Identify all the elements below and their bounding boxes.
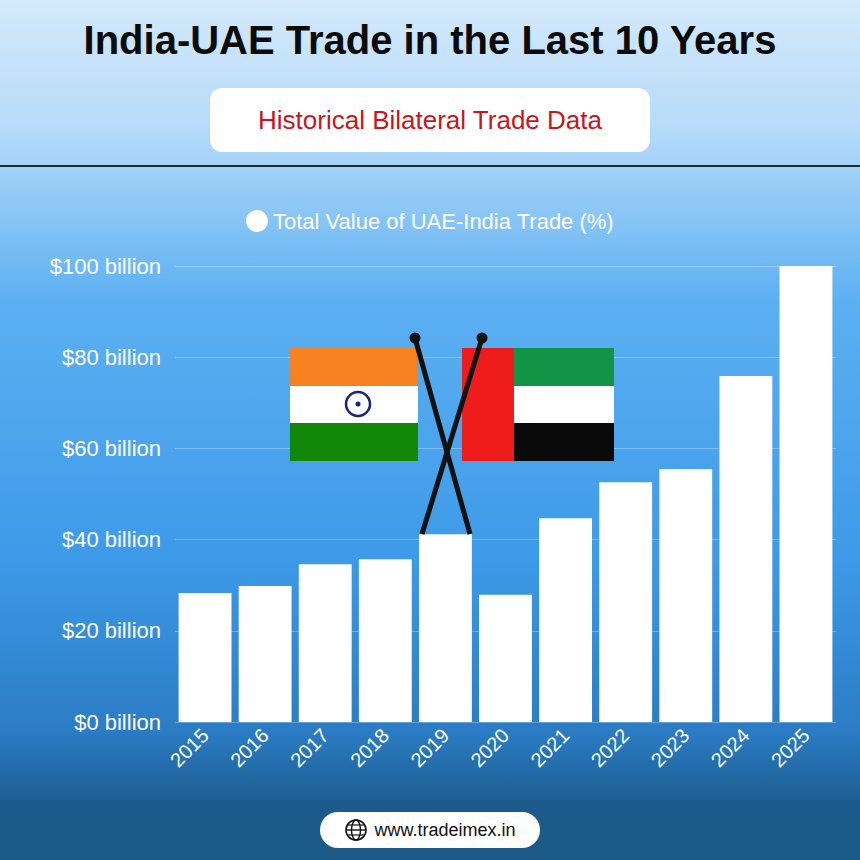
svg-text:2019: 2019 xyxy=(406,724,453,771)
svg-text:$100 billion: $100 billion xyxy=(50,254,161,279)
svg-text:$20 billion: $20 billion xyxy=(62,618,161,643)
svg-text:$60 billion: $60 billion xyxy=(62,436,161,461)
svg-text:2025: 2025 xyxy=(767,724,814,771)
html-text:Historical Bilateral Trade Dat: Historical Bilateral Trade Data xyxy=(258,105,602,135)
svg-text:2015: 2015 xyxy=(166,724,213,771)
svg-text:$0 billion: $0 billion xyxy=(74,710,161,735)
svg-text:$40 billion: $40 billion xyxy=(62,527,161,552)
svg-text:2017: 2017 xyxy=(286,724,333,771)
html-text:www.tradeimex.in: www.tradeimex.in xyxy=(374,819,516,840)
svg-text:2016: 2016 xyxy=(226,724,273,771)
svg-text:2018: 2018 xyxy=(346,724,393,771)
svg-text:2023: 2023 xyxy=(647,724,694,771)
svg-text:$80 billion: $80 billion xyxy=(62,345,161,370)
svg-text:Total Value of UAE-India Trade: Total Value of UAE-India Trade (%) xyxy=(273,209,614,234)
svg-text:2020: 2020 xyxy=(466,724,513,771)
html-text:India-UAE Trade in the Last 10: India-UAE Trade in the Last 10 Years xyxy=(83,18,777,62)
svg-text:2022: 2022 xyxy=(586,724,633,771)
svg-text:2024: 2024 xyxy=(707,724,754,771)
svg-text:2021: 2021 xyxy=(526,724,573,771)
